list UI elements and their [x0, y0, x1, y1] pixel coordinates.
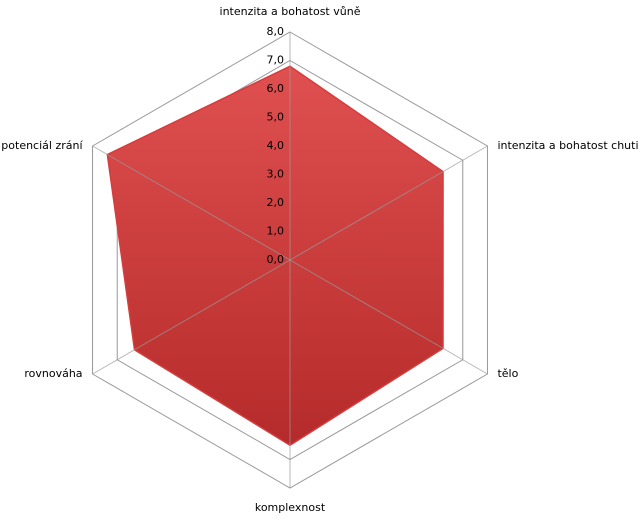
- category-label: tělo: [497, 367, 518, 380]
- spoke: [92, 259, 291, 375]
- y-tick-label: 8,0: [267, 25, 285, 38]
- category-label: potenciál zrání: [1, 139, 83, 152]
- spoke: [92, 145, 291, 261]
- y-tick-label: 7,0: [267, 54, 285, 67]
- y-tick-label: 0,0: [267, 253, 285, 266]
- category-label: komplexnost: [255, 501, 326, 514]
- category-label: rovnováha: [24, 367, 82, 380]
- category-label: intenzita a bohatost vůně: [220, 5, 361, 18]
- y-tick-label: 3,0: [267, 168, 285, 181]
- y-tick-label: 2,0: [267, 196, 285, 209]
- y-tick-label: 6,0: [267, 82, 285, 95]
- spoke: [289, 145, 488, 261]
- category-label: intenzita a bohatost chuti: [497, 139, 638, 152]
- spoke: [289, 259, 488, 375]
- y-tick-label: 1,0: [267, 225, 285, 238]
- y-tick-label: 4,0: [267, 139, 285, 152]
- y-tick-label: 5,0: [267, 111, 285, 124]
